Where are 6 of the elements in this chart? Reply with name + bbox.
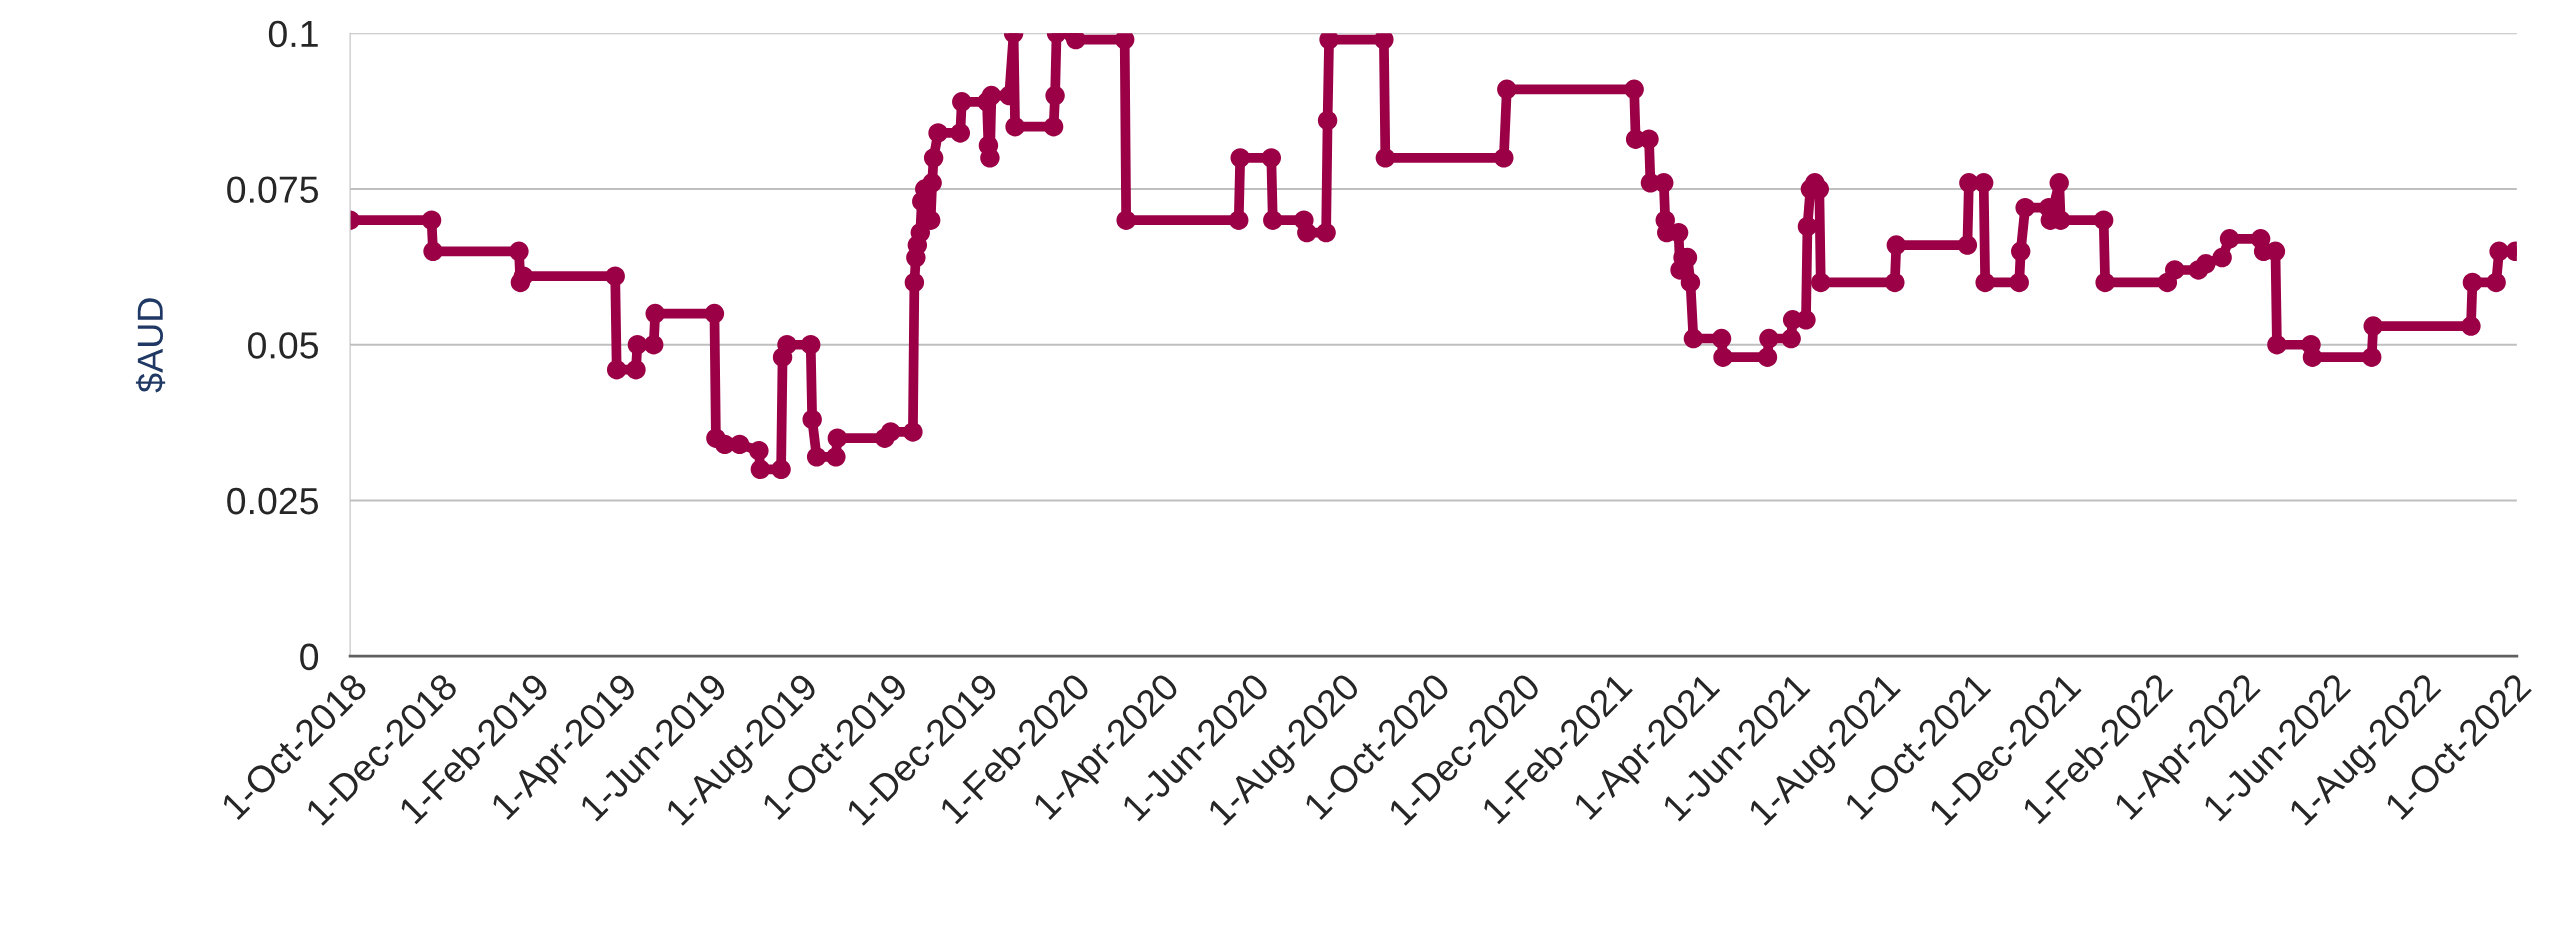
y-axis-title: $AUD (135, 298, 166, 393)
y-tick-label: 0 (300, 643, 319, 671)
y-tick-label: 0.1 (268, 20, 318, 48)
y-tick-label: 0.025 (227, 487, 318, 515)
y-tick-label: 0.05 (248, 332, 318, 359)
y-tick-label: 0.075 (227, 176, 318, 203)
